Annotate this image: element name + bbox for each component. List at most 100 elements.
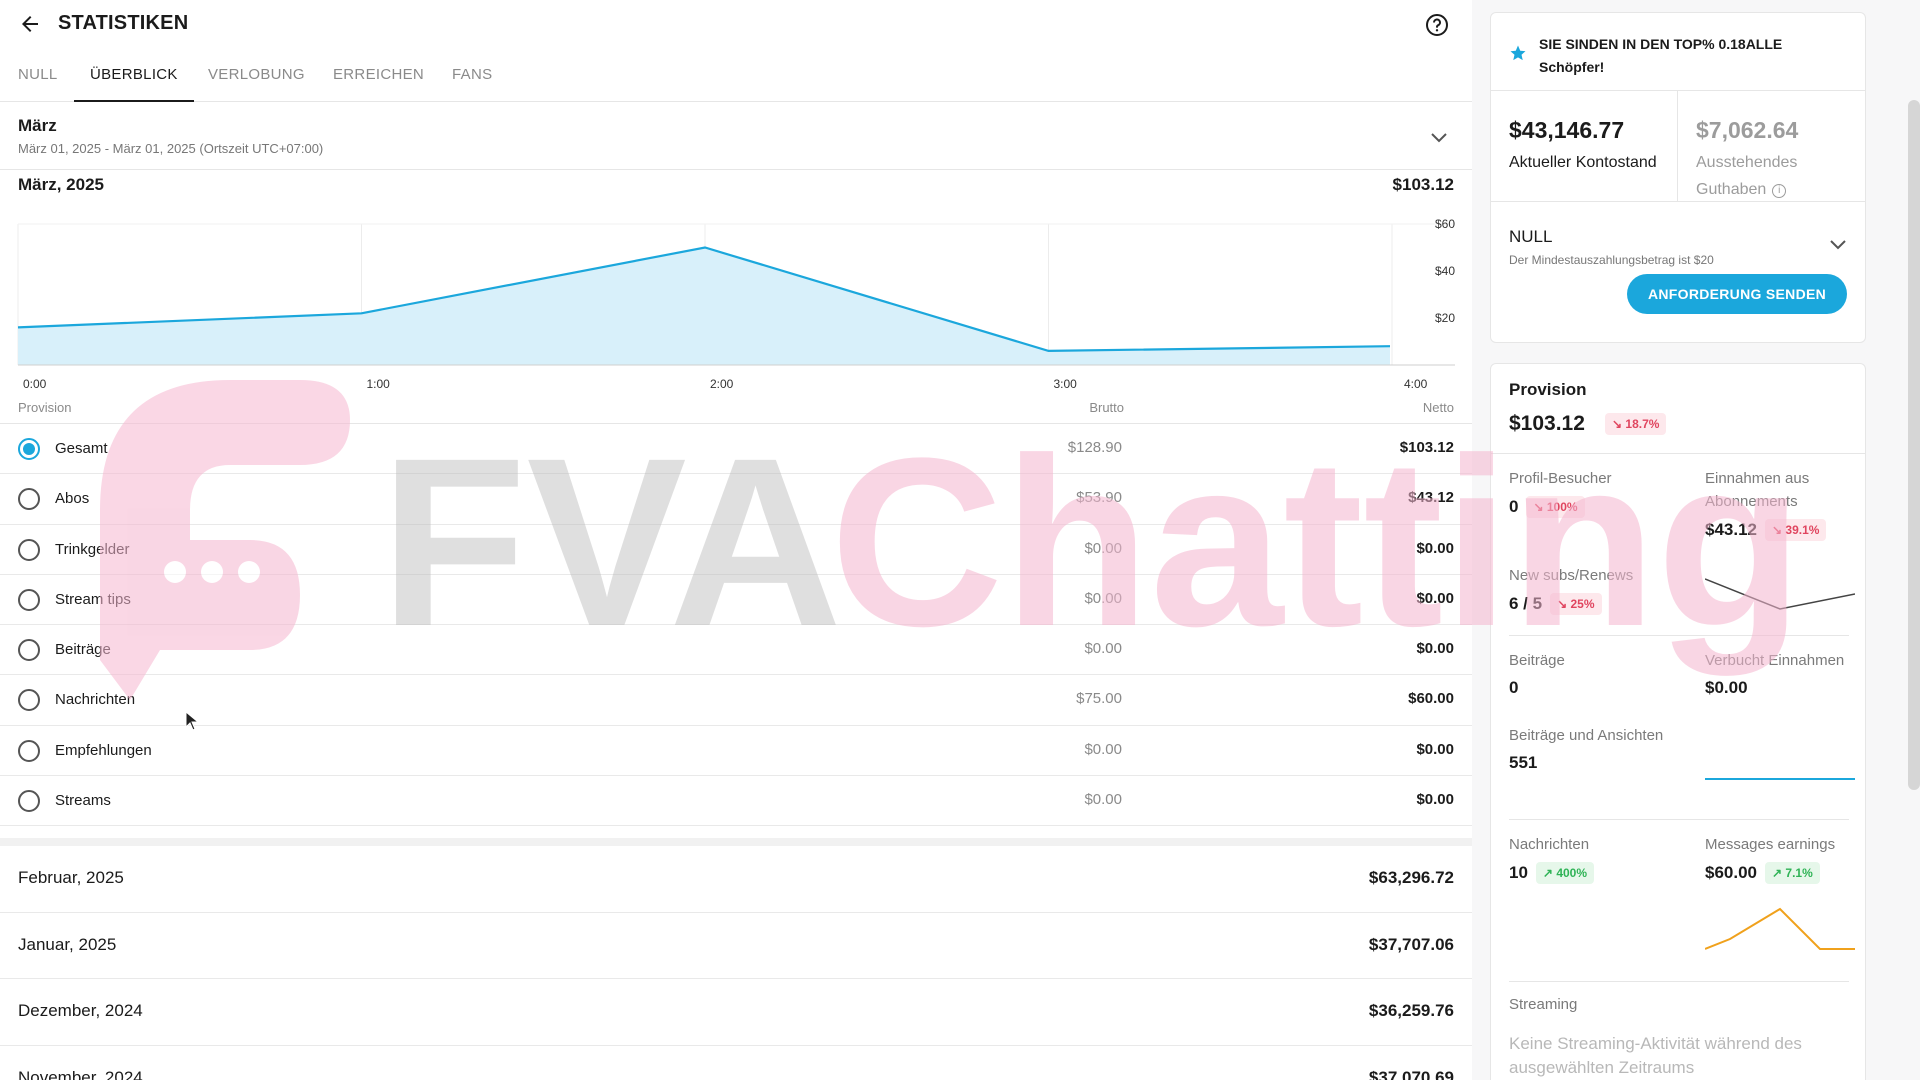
chart-x-tick-label: 4:00 [1404, 377, 1428, 391]
radio-button-selected[interactable] [18, 438, 40, 460]
stat-label: Messages earnings [1705, 836, 1836, 853]
row-label: Abos [55, 490, 90, 508]
stat-value: 10 [1509, 863, 1528, 882]
row-label: Trinkgelder [55, 540, 130, 558]
history-row[interactable]: Dezember, 2024 $36,259.76 [0, 979, 1472, 1046]
stat-profile-visitors: Profil-Besucher 0 ↘ 100% [1509, 467, 1669, 518]
wallet-card: SIE SINDEN IN DEN TOP% 0.18ALLE Schöpfer… [1490, 12, 1866, 343]
radio-button[interactable] [18, 739, 40, 762]
period-title: März [18, 116, 57, 135]
month-total: $103.12 [1392, 175, 1454, 194]
payout-method-dropdown[interactable]: NULL Der Mindestauszahlungsbetrag ist $2… [1491, 213, 1865, 273]
scrollbar[interactable] [1908, 100, 1920, 790]
stat-value: 6 / 5 [1509, 594, 1543, 613]
badge-value: 400% [1556, 866, 1588, 880]
radio-button[interactable] [18, 639, 40, 662]
radio-button[interactable] [18, 790, 40, 813]
tab-null[interactable]: NULL [18, 66, 58, 83]
chart-y-tick-label: $40 [1435, 264, 1455, 278]
earnings-type-list: Gesamt $128.90 $103.12 Abos $53.90 $43.1… [0, 424, 1472, 827]
radio-button[interactable] [18, 538, 40, 561]
stat-label: Beiträge [1509, 652, 1565, 669]
chart-y-tick-label: $20 [1435, 311, 1455, 325]
tab-fans[interactable]: FANS [452, 66, 493, 83]
row-streams[interactable]: Streams $0.00 $0.00 [0, 776, 1472, 827]
top-creator-text: SIE SINDEN IN DEN TOP% 0.18ALLE Schöpfer… [1539, 36, 1783, 75]
trend-down-badge: ↘ 18.7% [1605, 413, 1667, 435]
stat-value-row: 10 ↗ 400% [1509, 862, 1669, 884]
mouse-cursor-icon [185, 711, 199, 731]
row-stream-tips[interactable]: Stream tips $0.00 $0.00 [0, 575, 1472, 626]
messages-sparkline [1705, 907, 1855, 950]
row-net: $0.00 [1416, 539, 1454, 557]
streaming-label: Streaming [1509, 996, 1578, 1013]
radio-button[interactable] [18, 588, 40, 611]
chart-area-fill [18, 247, 1390, 365]
payout-title: NULL [1509, 227, 1553, 246]
stat-messages: Nachrichten 10 ↗ 400% [1509, 833, 1669, 884]
tab-engagement[interactable]: VERLOBUNG [208, 66, 305, 83]
streaming-empty-text: Keine Streaming-Aktivität während des au… [1509, 1034, 1802, 1077]
row-net: $103.12 [1399, 439, 1454, 456]
badge-value: 39.1% [1785, 523, 1820, 537]
row-label: Nachrichten [55, 691, 136, 709]
section-divider [0, 838, 1472, 846]
stat-posts-views: Beiträge und Ansichten 551 [1509, 724, 1669, 773]
history-total: $63,296.72 [1368, 868, 1454, 887]
tab-overview[interactable]: ÜBERBLICK [74, 66, 194, 102]
tab-bar: NULL ÜBERBLICK VERLOBUNG ERREICHEN FANS [0, 52, 1472, 102]
row-beitraege[interactable]: Beiträge $0.00 $0.00 [0, 625, 1472, 676]
row-label: Empfehlungen [55, 741, 152, 759]
period-range: März 01, 2025 - März 01, 2025 (Ortszeit … [18, 141, 324, 156]
row-net: $60.00 [1408, 690, 1454, 708]
tab-reach[interactable]: ERREICHEN [333, 66, 425, 83]
history-total: $37,070.69 [1368, 1067, 1454, 1080]
row-nachrichten[interactable]: Nachrichten $75.00 $60.00 [0, 675, 1472, 726]
row-gross: $0.00 [1084, 740, 1122, 758]
row-trinkgelder[interactable]: Trinkgelder $0.00 $0.00 [0, 525, 1472, 575]
row-gross: $75.00 [1076, 690, 1122, 708]
views-sparkline [1705, 778, 1855, 780]
row-net: $0.00 [1416, 589, 1454, 607]
history-row[interactable]: Februar, 2025 $63,296.72 [0, 846, 1472, 913]
divider [1509, 819, 1849, 820]
stat-label: Verbucht Einnahmen [1705, 652, 1845, 669]
info-icon[interactable]: i [1772, 184, 1787, 198]
chart-y-tick-label: $60 [1435, 217, 1455, 231]
back-arrow-icon[interactable] [18, 12, 42, 36]
history-total: $37,707.06 [1368, 934, 1454, 954]
column-net: Netto [1422, 400, 1454, 415]
row-abos[interactable]: Abos $53.90 $43.12 [0, 474, 1472, 525]
trend-down-badge: ↘ 39.1% [1765, 519, 1827, 541]
stat-label: Nachrichten [1509, 836, 1590, 853]
stat-label: New subs/Renews [1509, 567, 1634, 584]
stat-value: 0 [1509, 497, 1519, 516]
help-icon[interactable] [1424, 12, 1450, 38]
stat-value: $0.00 [1705, 678, 1748, 697]
current-balance: $43,146.77 Aktueller Kontostand [1491, 91, 1678, 201]
history-month: Januar, 2025 [18, 934, 117, 954]
statistics-main-panel: STATISTIKEN NULL ÜBERBLICK VERLOBUNG ERR… [0, 12, 1472, 1080]
request-payout-button[interactable]: ANFORDERUNG SENDEN [1627, 274, 1847, 314]
chevron-down-icon [1830, 240, 1846, 250]
history-row[interactable]: November, 2024 $37,070.69 [0, 1046, 1472, 1080]
top-creator-banner: SIE SINDEN IN DEN TOP% 0.18ALLE Schöpfer… [1491, 13, 1865, 91]
subscription-sparkline [1705, 578, 1855, 610]
history-row[interactable]: Januar, 2025 $37,707.06 [0, 913, 1472, 979]
column-provision: Provision [18, 400, 72, 415]
divider [1509, 635, 1849, 636]
radio-button[interactable] [18, 488, 40, 511]
chart-x-tick-label: 3:00 [1054, 377, 1078, 391]
row-gesamt[interactable]: Gesamt $128.90 $103.12 [0, 424, 1472, 475]
row-net: $0.00 [1416, 740, 1454, 758]
period-selector[interactable]: März März 01, 2025 - März 01, 2025 (Orts… [0, 102, 1472, 170]
stat-booked-earnings: Verbucht Einnahmen $0.00 [1705, 649, 1865, 698]
radio-button[interactable] [18, 689, 40, 712]
divider [1491, 201, 1865, 202]
row-empfehlungen[interactable]: Empfehlungen $0.00 $0.00 [0, 726, 1472, 777]
month-title: März, 2025 [18, 175, 104, 194]
pending-amount: $7,062.64 [1696, 117, 1799, 143]
stat-messages-earnings: Messages earnings $60.00 ↗ 7.1% [1705, 833, 1865, 884]
row-gross: $0.00 [1084, 539, 1122, 557]
stat-posts: Beiträge 0 [1509, 649, 1669, 698]
